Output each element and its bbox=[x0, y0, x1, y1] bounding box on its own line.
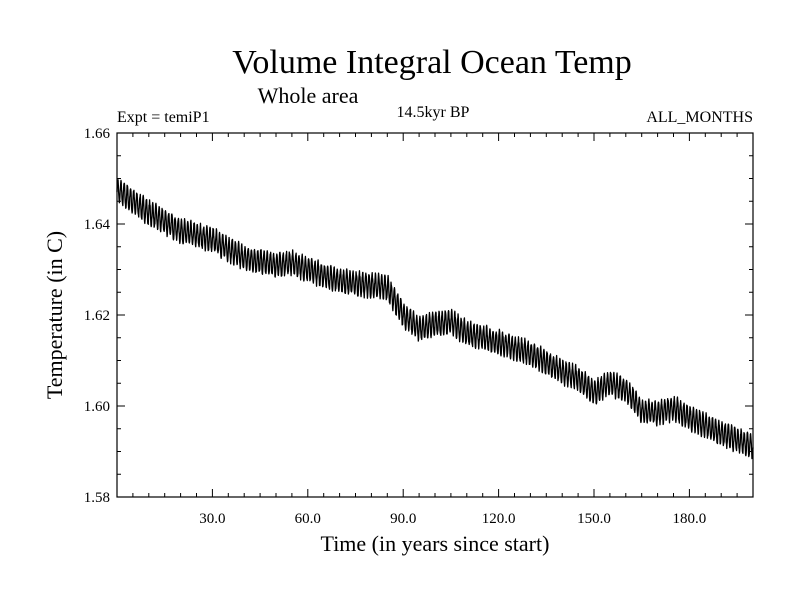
x-axis-label: Time (in years since start) bbox=[321, 531, 550, 556]
x-tick-label: 60.0 bbox=[295, 511, 321, 527]
y-tick-label: 1.62 bbox=[84, 308, 110, 324]
chart-title: Volume Integral Ocean Temp bbox=[232, 44, 632, 81]
x-tick-label: 90.0 bbox=[390, 511, 416, 527]
plot-content bbox=[116, 179, 754, 460]
months-label: ALL_MONTHS bbox=[646, 109, 753, 126]
y-tick-label: 1.66 bbox=[84, 126, 111, 142]
y-axis-label: Temperature (in C) bbox=[42, 231, 67, 399]
y-tick-label: 1.64 bbox=[84, 217, 111, 233]
x-tick-label: 150.0 bbox=[577, 511, 611, 527]
y-tick-label: 1.58 bbox=[84, 490, 110, 506]
tick-marks bbox=[117, 133, 753, 497]
period-label: 14.5kyr BP bbox=[397, 104, 470, 121]
temperature-series-line bbox=[116, 179, 754, 460]
x-tick-label: 120.0 bbox=[482, 511, 516, 527]
x-tick-label: 180.0 bbox=[673, 511, 707, 527]
experiment-label: Expt = temiP1 bbox=[117, 109, 210, 126]
y-tick-label: 1.60 bbox=[84, 399, 110, 415]
x-tick-labels: 30.0 60.0 90.0 120.0 150.0 180.0 bbox=[199, 511, 706, 527]
y-tick-labels: 1.58 1.60 1.62 1.64 1.66 bbox=[84, 126, 111, 506]
chart-subtitle: Whole area bbox=[258, 83, 359, 108]
x-tick-label: 30.0 bbox=[199, 511, 225, 527]
